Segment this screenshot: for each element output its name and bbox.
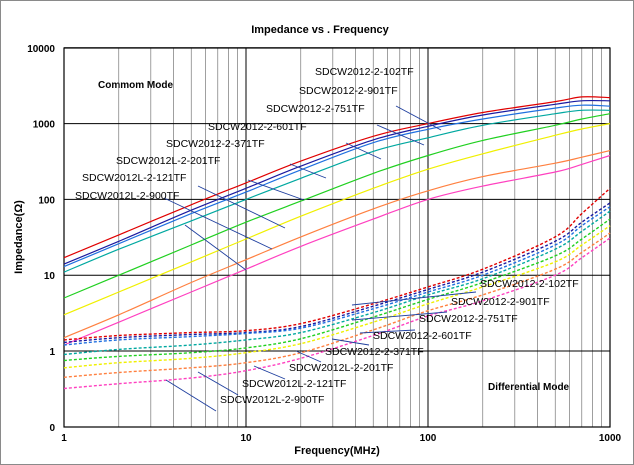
leader-line — [376, 124, 425, 146]
series-annotation: SDCW2012-2-901TF — [299, 85, 398, 97]
series-line — [63, 232, 611, 378]
leader-line — [359, 329, 416, 334]
series-annotation: SDCW2012L-2-201TF — [289, 362, 393, 374]
series-annotation: SDCW2012L-2-201TF — [116, 155, 220, 167]
series-line — [63, 237, 611, 390]
leader-line — [331, 338, 370, 346]
leader-line — [247, 179, 305, 201]
series-annotation: SDCW2012-2-371TF — [325, 346, 424, 358]
series-line — [63, 113, 611, 299]
leader-line — [197, 371, 239, 396]
series-line — [63, 202, 611, 344]
leader-line — [351, 311, 448, 321]
series-line — [63, 187, 611, 341]
x-tick-label: 1 — [61, 433, 67, 444]
series-line — [63, 123, 611, 316]
plot-border — [63, 47, 611, 428]
series-line — [63, 109, 611, 273]
leader-line — [197, 185, 286, 229]
common-mode-label: Commom Mode — [98, 80, 173, 91]
series-line — [63, 210, 611, 356]
series-line — [63, 99, 611, 265]
series-annotation: SDCW2012-2-901TF — [451, 296, 550, 308]
leader-line — [345, 142, 382, 160]
y-tick-label: 1 — [49, 347, 55, 358]
leader-line — [295, 350, 322, 363]
y-tick-label: 1000 — [33, 120, 56, 131]
x-tick-label: 10 — [240, 433, 252, 444]
y-tick-label: 100 — [38, 195, 55, 206]
y-tick-label: 10 — [44, 271, 56, 282]
annotation-labels: SDCW2012-2-102TF SDCW2012-2-901TF SDCW2012… — [75, 66, 579, 406]
series-line — [63, 104, 611, 268]
series-line — [63, 225, 611, 369]
y-axis-label: Impedance(Ω) — [13, 200, 25, 274]
leader-line — [253, 365, 286, 380]
x-tick-label: 1000 — [599, 433, 622, 444]
series-annotation: SDCW2012-2-751TF — [266, 103, 365, 115]
series-annotation: SDCW2012-2-102TF — [315, 66, 414, 78]
x-axis-label: Frequency(MHz) — [294, 445, 380, 457]
series-line — [63, 206, 611, 346]
leader-line — [165, 379, 217, 412]
leader-line — [289, 163, 327, 179]
series-annotation: SDCW2012L-2-121TF — [242, 378, 346, 390]
y-tick-label: 0 — [49, 423, 55, 434]
series-annotation: SDCW2012-2-751TF — [419, 313, 518, 325]
series-line — [63, 218, 611, 362]
leader-line — [163, 197, 273, 250]
chart-title: Impedance vs . Frequency — [251, 24, 389, 36]
leader-line — [351, 291, 477, 306]
series-annotation: SDCW2012-2-601TF — [373, 330, 472, 342]
annotation-leaders — [163, 105, 477, 412]
leader-line — [184, 224, 247, 271]
series-annotation: SDCW2012L-2-900TF — [220, 394, 324, 406]
differential-mode-label: Differential Mode — [488, 382, 570, 393]
y-tick-label: 10000 — [27, 44, 55, 55]
leader-line — [395, 105, 442, 131]
series-line — [63, 150, 611, 339]
series-line — [63, 154, 611, 346]
series-annotation: SDCW2012L-2-900TF — [75, 190, 179, 202]
series-annotation: SDCW2012-2-102TF — [480, 278, 579, 290]
series-annotation: SDCW2012L-2-121TF — [82, 172, 186, 184]
series-line — [63, 96, 611, 259]
series-annotation: SDCW2012-2-601TF — [208, 121, 307, 133]
x-tick-label: 100 — [420, 433, 437, 444]
series-annotation: SDCW2012-2-371TF — [166, 138, 265, 150]
series-lines — [63, 96, 611, 390]
